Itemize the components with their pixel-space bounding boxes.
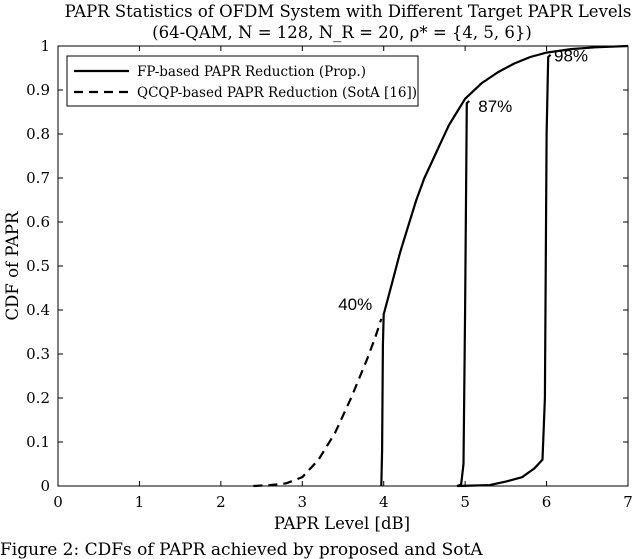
- series-1-curve-2: [456, 100, 470, 488]
- legend-label-2: QCQP-based PAPR Reduction (SotA [16]): [137, 85, 417, 101]
- y-tick-label: 0.4: [26, 301, 50, 319]
- y-tick-label: 0: [40, 477, 50, 495]
- x-tick-label: 3: [298, 493, 308, 511]
- series-1-curve-3: [456, 53, 552, 488]
- series-1-curve-1: [380, 44, 629, 487]
- x-tick-label: 7: [623, 493, 633, 511]
- y-tick-label: 0.6: [26, 213, 50, 231]
- y-tick-label: 0.8: [26, 125, 50, 143]
- plot-area: 40% 87% 98%: [253, 44, 629, 488]
- y-axis-label: CDF of PAPR: [3, 211, 22, 320]
- annotation-label-1: 40%: [338, 295, 372, 314]
- x-tick-label: 6: [542, 493, 552, 511]
- y-tick-label: 0.9: [26, 81, 50, 99]
- x-tick-label: 0: [53, 493, 63, 511]
- x-axis-label: PAPR Level [dB]: [274, 514, 410, 533]
- y-tick-label: 0.5: [26, 257, 50, 275]
- axes-box: [57, 45, 629, 487]
- chart-subtitle: (64-QAM, N = 128, N_R = 20, ρ* = {4, 5, …: [152, 23, 532, 42]
- legend: FP-based PAPR Reduction (Prop.) QCQP-base…: [66, 55, 419, 107]
- x-tick-label: 4: [379, 493, 389, 511]
- annotation-label-2: 87%: [478, 97, 512, 116]
- legend-label-1: FP-based PAPR Reduction (Prop.): [137, 64, 366, 80]
- y-tick-label: 0.2: [26, 389, 50, 407]
- chart-title-group: PAPR Statistics of OFDM System with Diff…: [65, 2, 632, 42]
- cdf-chart: PAPR Statistics of OFDM System with Diff…: [3, 2, 633, 533]
- y-tick-label: 1: [40, 37, 50, 55]
- legend-box: [66, 55, 419, 107]
- series-2-curve-1: [253, 318, 383, 488]
- y-tick-label: 0.3: [26, 345, 50, 363]
- y-tick-label: 0.7: [26, 169, 50, 187]
- annotation-label-3: 98%: [554, 46, 588, 65]
- figure-caption: Figure 2: CDFs of PAPR achieved by propo…: [0, 540, 483, 559]
- x-tick-label: 2: [216, 493, 226, 511]
- chart-title: PAPR Statistics of OFDM System with Diff…: [65, 2, 632, 21]
- x-tick-label: 1: [135, 493, 145, 511]
- x-tick-label: 5: [460, 493, 470, 511]
- axes: 0 1 2 3 4 5 6 7 0 0.1 0.2 0.3 0.4 0.5 0.6 0.7 0.8 0.9 1: [26, 37, 633, 511]
- y-tick-label: 0.1: [26, 433, 50, 451]
